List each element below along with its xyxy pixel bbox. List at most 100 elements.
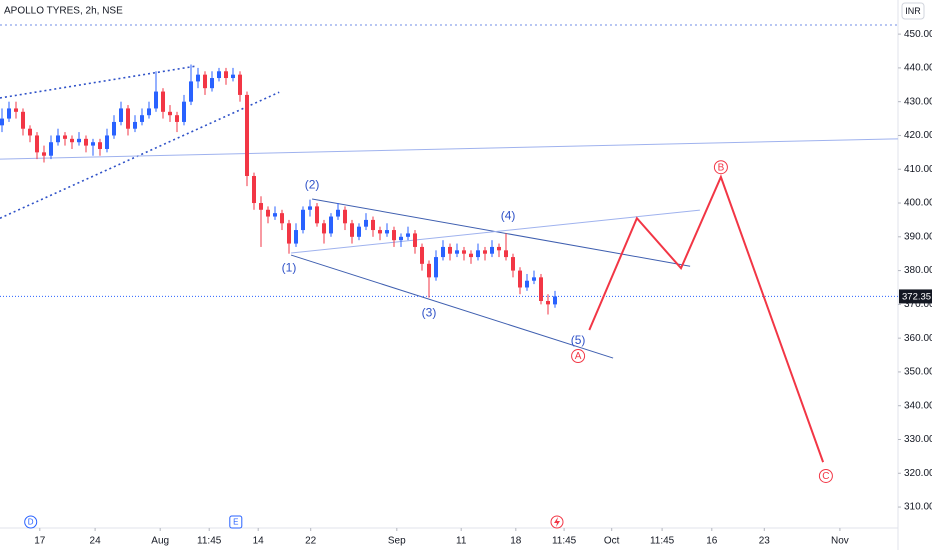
- wave-circle-label: B: [718, 162, 725, 173]
- candle-body: [238, 74, 243, 95]
- candle-body: [525, 280, 530, 288]
- y-tick-label: 390.00: [904, 231, 932, 242]
- trendline: [312, 198, 691, 267]
- candle-body: [546, 300, 551, 305]
- x-tick-label: 22: [305, 536, 317, 547]
- trendline: [0, 138, 899, 160]
- candle-body: [294, 230, 299, 244]
- projection-line: [588, 174, 825, 463]
- drawings: [0, 24, 899, 359]
- candle-body: [217, 71, 222, 79]
- candle-body: [392, 230, 397, 241]
- chart-title: APOLLO TYRES, 2h, NSE: [4, 6, 123, 17]
- candle-body: [462, 250, 467, 254]
- candle-body: [175, 115, 180, 122]
- wave-label: (1): [282, 260, 297, 274]
- y-tick-label: 360.00: [904, 333, 932, 344]
- candle-body: [511, 257, 516, 271]
- x-tick-label: 24: [90, 536, 102, 547]
- candle-body: [497, 246, 502, 251]
- x-tick-label: 23: [759, 536, 771, 547]
- x-tick-label: 11:45: [197, 536, 222, 547]
- candle-body: [441, 246, 446, 258]
- candle-body: [329, 216, 334, 234]
- event-label: E: [233, 518, 238, 527]
- flash-event[interactable]: [550, 515, 564, 529]
- candle-body: [280, 213, 285, 224]
- candle-body: [245, 94, 250, 176]
- y-tick-label: 430.00: [904, 96, 932, 107]
- y-tick-label: 370.00: [904, 299, 932, 310]
- candle-body: [42, 152, 47, 156]
- candle-body: [35, 135, 40, 153]
- candle-body: [133, 121, 138, 129]
- candle-body: [203, 74, 208, 89]
- candle-body: [7, 108, 12, 119]
- candle-body: [350, 223, 355, 237]
- candle-body: [77, 138, 82, 143]
- candle-body: [231, 74, 236, 79]
- y-tick-label: 410.00: [904, 164, 932, 175]
- candle-body: [490, 246, 495, 254]
- y-tick-label: 380.00: [904, 265, 932, 276]
- candle-body: [21, 111, 26, 129]
- event-marker: [24, 515, 38, 529]
- x-tick-label: 16: [706, 536, 718, 547]
- candle-body: [168, 111, 173, 116]
- candle-body: [259, 203, 264, 210]
- y-tick-label: 350.00: [904, 367, 932, 378]
- wave-label: (2): [305, 177, 320, 191]
- candle-body: [427, 263, 432, 278]
- candle-body: [455, 250, 460, 254]
- candle-body: [182, 101, 187, 122]
- candle-body: [14, 108, 19, 112]
- candle-body: [483, 250, 488, 254]
- y-tick-label: 310.00: [904, 502, 932, 513]
- candle-body: [308, 206, 313, 210]
- x-tick-label: 17: [34, 536, 46, 547]
- trendline: [0, 91, 280, 219]
- candle-body: [105, 135, 110, 149]
- y-tick-label: 420.00: [904, 130, 932, 141]
- candle-body: [336, 209, 341, 217]
- candle-body: [532, 277, 537, 281]
- candle-body: [91, 142, 96, 146]
- candle-body: [357, 226, 362, 237]
- candle-body: [224, 71, 229, 79]
- y-tick-label: 330.00: [904, 434, 932, 445]
- candle-body: [378, 230, 383, 234]
- y-tick-label: 400.00: [904, 198, 932, 209]
- x-tick-label: 11:45: [552, 536, 577, 547]
- x-tick-label: Aug: [151, 536, 169, 547]
- trendline: [291, 209, 700, 254]
- candle-body: [126, 108, 131, 129]
- y-tick-label: 340.00: [904, 400, 932, 411]
- candle-body: [273, 213, 278, 217]
- wave-circle: [571, 349, 586, 364]
- candle-body: [210, 78, 215, 89]
- candle-body: [518, 270, 523, 288]
- candle-body: [140, 115, 145, 122]
- candle-body: [56, 135, 61, 143]
- candle-body: [315, 206, 320, 224]
- currency-box: [901, 2, 925, 20]
- candle-body: [343, 209, 348, 224]
- candle-body: [539, 277, 544, 301]
- candle-body: [28, 128, 33, 136]
- candle-body: [399, 236, 404, 241]
- candle-body: [504, 250, 509, 258]
- candle-body: [98, 142, 103, 149]
- wave-circle: [818, 468, 833, 483]
- candle-body: [161, 91, 166, 112]
- x-tick-label: Nov: [831, 536, 849, 547]
- candle-body: [371, 219, 376, 231]
- candle-body: [63, 135, 68, 139]
- candle-body: [469, 253, 474, 258]
- candle-body: [119, 108, 124, 122]
- candle-body: [0, 118, 5, 126]
- wave-label: (5): [571, 333, 586, 347]
- candle-body: [406, 233, 411, 237]
- x-tick-label: Sep: [388, 536, 406, 547]
